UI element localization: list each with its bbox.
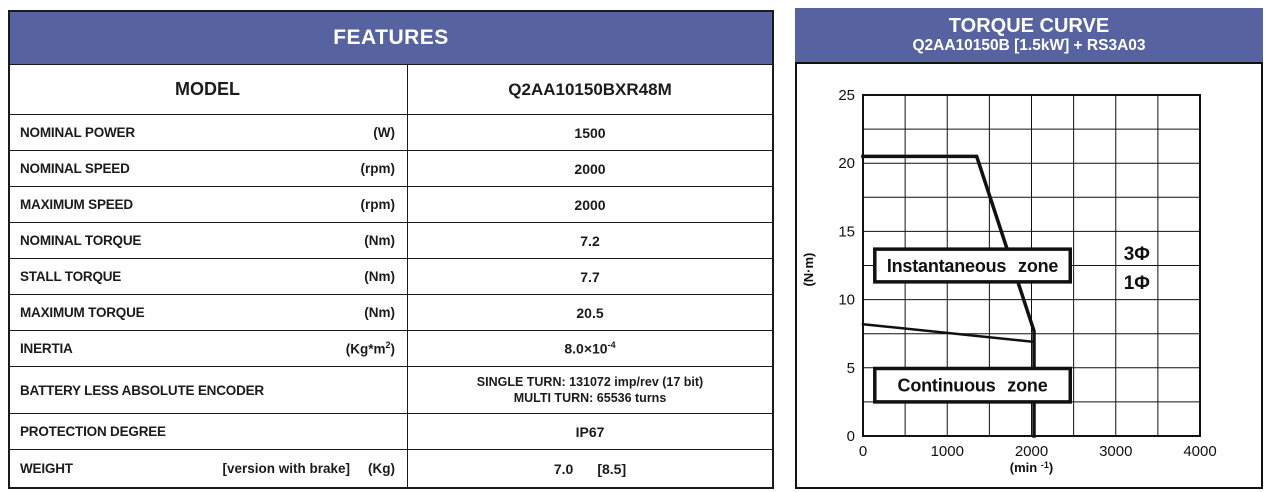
row-unit: (Nm) (364, 305, 395, 320)
row-name: NOMINAL SPEED (20, 161, 130, 176)
x-tick-label: 0 (859, 443, 867, 460)
row-name: INERTIA (20, 341, 73, 356)
features-table: FEATURES MODEL Q2AA10150BXR48M NOMINAL P… (8, 10, 774, 489)
table-row-maximum-torque: MAXIMUM TORQUE (Nm) 20.5 (10, 294, 772, 330)
row-value: 7.0 [8.5] (553, 460, 627, 477)
row-name: PROTECTION DEGREE (20, 424, 166, 439)
row-name: WEIGHT (20, 461, 73, 476)
y-tick-label: 20 (838, 155, 855, 172)
zone-box (873, 247, 1073, 284)
row-bracket-note: [version with brake] (222, 461, 350, 476)
torque-chart-svg: 0 1000 2000 3000 4000 0 5 10 15 20 25 (min -1) (N·m)… (801, 87, 1217, 475)
row-value: 2000 (574, 196, 606, 213)
zone-box (873, 366, 1073, 404)
row-value: 20.5 (576, 304, 604, 321)
y-tick-label: 15 (838, 223, 855, 240)
table-row-protection-degree: PROTECTION DEGREE IP67 (10, 413, 772, 449)
y-tick-label: 25 (838, 87, 855, 104)
row-unit: (Nm) (364, 269, 395, 284)
y-tick-label: 0 (847, 428, 855, 445)
continuous-limit-curve (861, 322, 1036, 438)
row-value: 8.0×10-4 (564, 340, 616, 357)
row-name: MAXIMUM SPEED (20, 197, 133, 212)
row-unit: (rpm) (360, 197, 396, 212)
y-tick-label: 5 (847, 360, 855, 377)
row-value: 7.7 (580, 268, 600, 285)
row-name: MAXIMUM TORQUE (20, 305, 145, 320)
row-name: BATTERY LESS ABSOLUTE ENCODER (20, 382, 264, 398)
torque-curve-title: TORQUE CURVE (948, 15, 1110, 38)
torque-curve-subtitle: Q2AA10150B [1.5kW] + RS3A03 (912, 37, 1146, 55)
phase-label: 3Φ (1124, 244, 1151, 265)
table-row-inertia: INERTIA (Kg*m2) 8.0×10-4 (10, 330, 772, 366)
zone-label: Continuous zone (898, 376, 1048, 396)
x-axis-unit-label: (min -1) (1010, 460, 1053, 475)
torque-chart: 0 1000 2000 3000 4000 0 5 10 15 20 25 (min -1) (N·m)… (795, 62, 1263, 489)
row-unit: (W) (373, 125, 395, 140)
table-row-nominal-speed: NOMINAL SPEED (rpm) 2000 (10, 150, 772, 186)
row-unit: (rpm) (360, 161, 396, 176)
row-value: IP67 (575, 423, 605, 440)
encoder-multi-turn: MULTI TURN: 65536 turns (513, 391, 667, 405)
features-table-title: FEATURES (10, 12, 772, 64)
row-value: 7.2 (580, 232, 600, 249)
model-label: MODEL (10, 65, 408, 114)
x-tick-label: 2000 (1015, 443, 1048, 460)
table-row-stall-torque: STALL TORQUE (Nm) 7.7 (10, 258, 772, 294)
model-value: Q2AA10150BXR48M (508, 79, 672, 99)
table-row-maximum-speed: MAXIMUM SPEED (rpm) 2000 (10, 186, 772, 222)
row-name: NOMINAL TORQUE (20, 233, 142, 248)
encoder-single-turn: SINGLE TURN: 131072 imp/rev (17 bit) (476, 374, 704, 389)
row-unit: (Kg) (368, 461, 395, 476)
x-tick-label: 1000 (931, 443, 964, 460)
row-name: NOMINAL POWER (20, 125, 135, 140)
table-row-nominal-power: NOMINAL POWER (W) 1500 (10, 114, 772, 150)
torque-curve-panel: TORQUE CURVE Q2AA10150B [1.5kW] + RS3A03… (795, 8, 1263, 489)
model-row: MODEL Q2AA10150BXR48M (10, 64, 772, 114)
row-name: STALL TORQUE (20, 269, 122, 284)
plot-frame (862, 94, 1201, 437)
y-axis-unit-label: (N·m) (801, 253, 816, 287)
y-tick-label: 10 (838, 292, 855, 309)
x-tick-label: 4000 (1183, 443, 1216, 460)
row-value: 1500 (574, 124, 606, 141)
zone-label: Instantaneous zone (887, 256, 1059, 276)
table-row-weight: WEIGHT [version with brake] (Kg) 7.0 [8.5… (10, 449, 772, 487)
row-value: SINGLE TURN: 131072 imp/rev (17 bit) MUL… (408, 367, 772, 413)
torque-curve-header: TORQUE CURVE Q2AA10150B [1.5kW] + RS3A03 (795, 8, 1263, 62)
row-value: 2000 (574, 160, 606, 177)
x-tick-label: 3000 (1099, 443, 1132, 460)
row-unit: (Kg*m2) (345, 340, 395, 357)
row-unit: (Nm) (364, 233, 395, 248)
table-row-nominal-torque: NOMINAL TORQUE (Nm) 7.2 (10, 222, 772, 258)
phase-label: 1Φ (1124, 273, 1151, 294)
table-row-encoder: BATTERY LESS ABSOLUTE ENCODER SINGLE TUR… (10, 366, 772, 413)
